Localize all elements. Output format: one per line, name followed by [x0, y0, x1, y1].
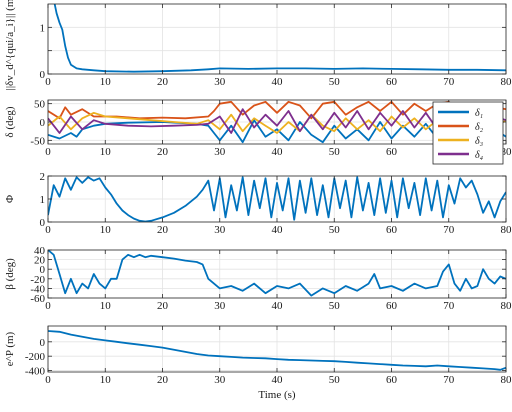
y-tick-label: 0 — [40, 217, 46, 229]
x-tick-label: 10 — [100, 300, 112, 312]
x-tick-label: 0 — [45, 224, 51, 236]
x-tick-label: 60 — [386, 224, 398, 236]
y-tick-label: 1 — [40, 22, 46, 34]
y-tick-label: 2 — [40, 171, 46, 183]
x-tick-label: 80 — [501, 224, 512, 236]
x-tick-label: 80 — [501, 146, 512, 158]
x-tick-label: 0 — [45, 146, 51, 158]
x-tick-label: 20 — [157, 374, 169, 386]
x-tick-label: 50 — [329, 300, 341, 312]
y-tick-label: 50 — [34, 99, 46, 111]
y-tick-label: -50 — [30, 135, 45, 147]
legend-label-4: δ₄ — [475, 150, 484, 161]
legend-label-2: δ₂ — [475, 122, 484, 133]
series-line-1 — [48, 330, 506, 371]
y-tick-label: 0 — [40, 117, 46, 129]
x-tick-label: 20 — [157, 224, 169, 236]
x-tick-label: 30 — [214, 146, 226, 158]
x-tick-label: 70 — [443, 224, 455, 236]
x-tick-label: 10 — [100, 224, 112, 236]
x-tick-label: 20 — [157, 300, 169, 312]
x-tick-label: 50 — [329, 224, 341, 236]
y-axis-label: β (deg) — [4, 258, 16, 290]
x-tick-label: 30 — [214, 300, 226, 312]
y-tick-label: 0 — [40, 264, 46, 276]
x-tick-label: 60 — [386, 76, 398, 88]
x-axis-label: Time (s) — [258, 389, 296, 401]
x-tick-label: 60 — [386, 374, 398, 386]
x-tick-label: 40 — [272, 374, 284, 386]
x-tick-label: 0 — [45, 300, 51, 312]
y-tick-label: -40 — [30, 283, 45, 295]
y-tick-label: 1 — [40, 194, 46, 206]
legend-label-3: δ₃ — [475, 136, 484, 147]
y-tick-label: 0 — [40, 69, 46, 81]
x-tick-label: 40 — [272, 300, 284, 312]
x-tick-label: 10 — [100, 374, 112, 386]
panel-5: 0 10 20 30 40 50 60 70 80 -400 -200 0 e^P (m) Time (s… — [4, 325, 512, 401]
x-tick-label: 30 — [214, 374, 226, 386]
y-axis-label: Φ — [4, 195, 16, 203]
x-tick-label: 70 — [443, 374, 455, 386]
x-tick-label: 30 — [214, 224, 226, 236]
x-tick-label: 30 — [214, 76, 226, 88]
series-line-1 — [53, 4, 506, 73]
legend-label-1: δ₁ — [475, 108, 483, 119]
series-line-1 — [48, 176, 506, 222]
series-line-1 — [48, 250, 506, 297]
x-tick-label: 50 — [329, 374, 341, 386]
x-tick-label: 40 — [272, 76, 284, 88]
y-axis-label: δ (deg) — [4, 106, 16, 137]
y-tick-label: 0 — [40, 337, 46, 349]
x-tick-label: 0 — [45, 374, 51, 386]
x-tick-label: 0 — [45, 76, 51, 88]
y-axis-label: e^P (m) — [4, 331, 16, 366]
y-axis-label: ||δv_d^{qui/a_i}|| (m/s) — [4, 0, 16, 90]
x-tick-label: 20 — [157, 146, 169, 158]
y-tick-label: 40 — [34, 245, 46, 257]
legend: δ₁ δ₂ δ₃ δ₄ — [432, 101, 504, 165]
y-tick-label: -200 — [25, 351, 46, 363]
x-tick-label: 50 — [329, 146, 341, 158]
x-tick-label: 40 — [272, 146, 284, 158]
y-tick-label: 20 — [34, 255, 46, 267]
x-tick-label: 60 — [386, 146, 398, 158]
x-tick-label: 40 — [272, 224, 284, 236]
panel-3: 0 10 20 30 40 50 60 70 80 0 1 2 Φ — [4, 171, 512, 236]
y-tick-label: -60 — [30, 293, 45, 305]
x-tick-label: 50 — [329, 76, 341, 88]
x-tick-label: 80 — [501, 374, 512, 386]
x-tick-label: 10 — [100, 146, 112, 158]
panel-1: 0 10 20 30 40 50 60 70 80 0 1 ||δv_d^{qui/a_i}|| (m… — [4, 0, 512, 90]
x-tick-label: 60 — [386, 300, 398, 312]
x-tick-label: 80 — [501, 76, 512, 88]
x-tick-label: 70 — [443, 76, 455, 88]
x-tick-label: 20 — [157, 76, 169, 88]
x-tick-label: 10 — [100, 76, 112, 88]
x-tick-label: 70 — [443, 300, 455, 312]
y-tick-label: -400 — [25, 366, 46, 378]
x-tick-label: 80 — [501, 300, 512, 312]
y-tick-label: -20 — [30, 274, 45, 286]
